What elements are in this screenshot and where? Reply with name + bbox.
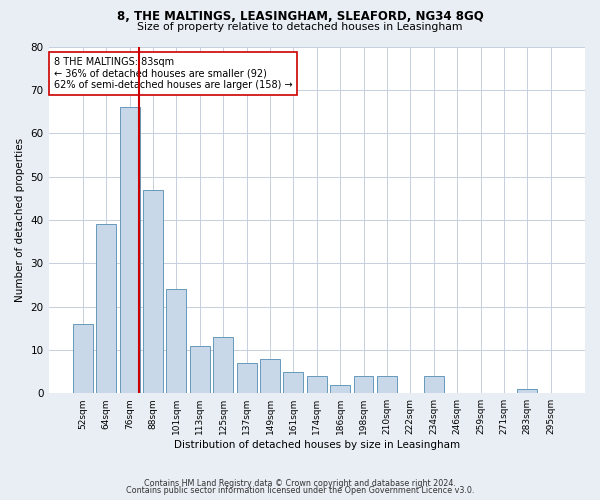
Text: 8 THE MALTINGS: 83sqm
← 36% of detached houses are smaller (92)
62% of semi-deta: 8 THE MALTINGS: 83sqm ← 36% of detached … (54, 57, 293, 90)
Text: Contains public sector information licensed under the Open Government Licence v3: Contains public sector information licen… (126, 486, 474, 495)
Text: Contains HM Land Registry data © Crown copyright and database right 2024.: Contains HM Land Registry data © Crown c… (144, 478, 456, 488)
X-axis label: Distribution of detached houses by size in Leasingham: Distribution of detached houses by size … (174, 440, 460, 450)
Bar (377, 376, 397, 393)
Bar (143, 190, 163, 393)
Bar (307, 376, 327, 393)
Bar (166, 289, 187, 393)
Bar (517, 389, 537, 393)
Bar (73, 324, 93, 393)
Bar (213, 337, 233, 393)
Bar (190, 346, 210, 393)
Bar (260, 358, 280, 393)
Bar (97, 224, 116, 393)
Bar (424, 376, 443, 393)
Text: 8, THE MALTINGS, LEASINGHAM, SLEAFORD, NG34 8GQ: 8, THE MALTINGS, LEASINGHAM, SLEAFORD, N… (116, 10, 484, 23)
Bar (120, 107, 140, 393)
Y-axis label: Number of detached properties: Number of detached properties (15, 138, 25, 302)
Bar (236, 363, 257, 393)
Text: Size of property relative to detached houses in Leasingham: Size of property relative to detached ho… (137, 22, 463, 32)
Bar (283, 372, 304, 393)
Bar (330, 384, 350, 393)
Bar (353, 376, 373, 393)
